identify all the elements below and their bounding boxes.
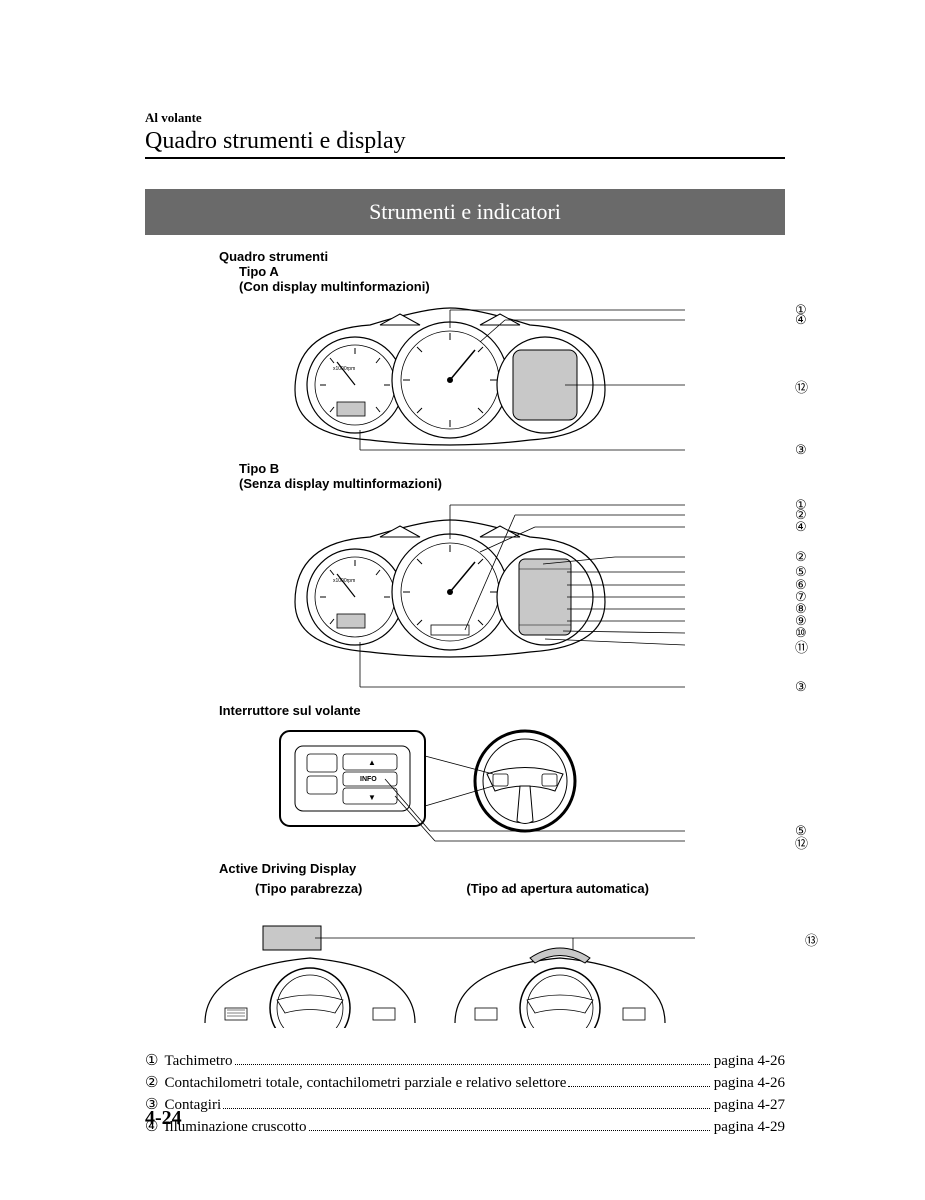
page-number: 4-24 [145, 1107, 182, 1130]
index-dots [223, 1108, 710, 1109]
svg-text:INFO: INFO [360, 776, 377, 783]
index-row: ① Tachimetro pagina 4-26 [145, 1051, 785, 1070]
svg-text:▲: ▲ [368, 758, 376, 767]
callout-b-2: ④ [795, 519, 807, 535]
index-dots [235, 1064, 710, 1065]
index-page: pagina 4-29 [714, 1119, 785, 1136]
label-tipo-a-sub: (Con display multinformazioni) [239, 279, 785, 294]
diagram-steering: INFO ▲ ▼ ⑤ ⑫ [145, 726, 785, 851]
callout-b-10: ⑪ [795, 637, 808, 656]
label-tipo-a: Tipo A [239, 264, 785, 279]
index-row: ③ Contagiri pagina 4-27 [145, 1095, 785, 1114]
index-page: pagina 4-26 [714, 1053, 785, 1070]
label-add-left: (Tipo parabrezza) [255, 881, 362, 896]
index-dots [568, 1086, 709, 1087]
index-dots [309, 1130, 710, 1131]
diagram-type-b: x1000rpm [145, 497, 785, 697]
section-title: Quadro strumenti e display [145, 128, 785, 155]
callout-b-3: ② [795, 549, 807, 565]
index-label: Contachilometri totale, contachilometri … [164, 1075, 566, 1092]
label-add-right: (Tipo ad apertura automatica) [466, 881, 649, 896]
callout-a-4: ④ [795, 312, 807, 328]
diagram-add: ⑬ [145, 908, 785, 1033]
callout-a-3: ③ [795, 442, 807, 458]
index-num: ① [145, 1051, 158, 1070]
section-banner: Strumenti e indicatori [145, 189, 785, 235]
callout-b-11: ③ [795, 679, 807, 695]
label-add: Active Driving Display [219, 861, 785, 876]
index-num: ② [145, 1073, 158, 1092]
callout-add-13: ⑬ [805, 930, 818, 949]
svg-text:x1000rpm: x1000rpm [333, 366, 355, 372]
index-page: pagina 4-27 [714, 1097, 785, 1114]
title-rule [145, 157, 785, 159]
steering-svg: INFO ▲ ▼ [275, 726, 705, 846]
index-label: Tachimetro [164, 1053, 232, 1070]
index-row: ④ Illuminazione cruscotto pagina 4-29 [145, 1117, 785, 1136]
label-tipo-b: Tipo B [239, 461, 785, 476]
cluster-b-svg: x1000rpm [275, 497, 705, 697]
cluster-a-svg: x1000rpm [275, 300, 705, 455]
label-quadro: Quadro strumenti [219, 249, 785, 264]
index-page: pagina 4-26 [714, 1075, 785, 1092]
index-label: Illuminazione cruscotto [164, 1119, 306, 1136]
diagram-type-a: x1000rpm ① [145, 300, 785, 455]
callout-steer-12: ⑫ [795, 833, 808, 852]
svg-text:▼: ▼ [368, 793, 376, 802]
callout-a-12: ⑫ [795, 377, 808, 396]
chapter-label: Al volante [145, 110, 785, 126]
index-row: ② Contachilometri totale, contachilometr… [145, 1073, 785, 1092]
label-interruttore: Interruttore sul volante [219, 703, 785, 718]
svg-text:x1000rpm: x1000rpm [333, 578, 355, 584]
add-svg [195, 908, 715, 1028]
label-tipo-b-sub: (Senza display multinformazioni) [239, 476, 785, 491]
index-list: ① Tachimetro pagina 4-26 ② Contachilomet… [145, 1051, 785, 1136]
